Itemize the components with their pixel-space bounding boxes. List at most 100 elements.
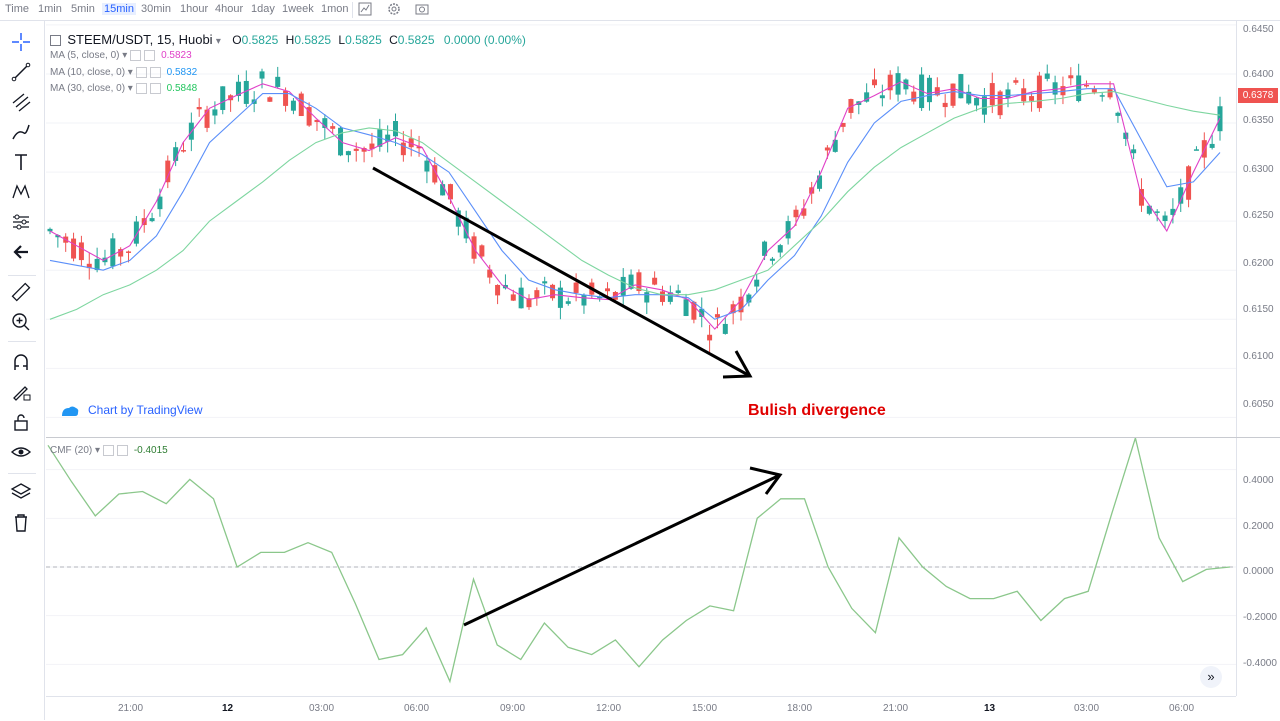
timeframe-4hour[interactable]: 4hour xyxy=(215,3,244,15)
time-tick: 03:00 xyxy=(1074,703,1100,714)
cmf-axis[interactable]: 0.4000 0.2000 0.0000 -0.2000 -0.4000 xyxy=(1236,438,1280,696)
candle-body xyxy=(974,97,980,106)
last-price-label: 0.6378 xyxy=(1238,88,1278,103)
candle-body xyxy=(400,142,406,156)
candle-body xyxy=(840,122,846,127)
timeframe-1mon[interactable]: 1mon xyxy=(321,3,349,15)
drawing-toolbar xyxy=(0,21,45,720)
candle-body xyxy=(534,290,540,299)
candle-body xyxy=(330,126,336,129)
candle-body xyxy=(573,282,579,293)
close-icon[interactable] xyxy=(149,67,161,78)
collapse-icon[interactable] xyxy=(50,35,61,47)
timeframe-30min[interactable]: 30min xyxy=(141,3,171,15)
price-tick: 0.6050 xyxy=(1243,399,1274,410)
prediction-icon[interactable] xyxy=(10,211,32,233)
candle-body xyxy=(699,308,705,317)
pattern-icon[interactable] xyxy=(10,181,32,203)
cmf-tick: 0.0000 xyxy=(1243,566,1274,577)
trend-line-icon[interactable] xyxy=(10,61,32,83)
pitchfork-icon[interactable] xyxy=(10,91,32,113)
candle-body xyxy=(565,301,571,304)
scroll-right-icon[interactable]: » xyxy=(1200,666,1222,688)
timeframe-1week[interactable]: 1week xyxy=(282,3,314,15)
pane-separator[interactable] xyxy=(46,437,1280,438)
candle-body xyxy=(691,301,697,320)
candle-body xyxy=(447,184,453,200)
candle-body xyxy=(1091,88,1097,93)
timeframe-1day[interactable]: 1day xyxy=(251,3,275,15)
timeframe-15min[interactable]: 15min xyxy=(102,3,136,15)
candle-body xyxy=(746,294,752,303)
divergence-annotation: Bulish divergence xyxy=(748,402,886,419)
text-tool-icon[interactable] xyxy=(10,151,32,173)
candle-body xyxy=(408,138,414,148)
brush-icon[interactable] xyxy=(10,121,32,143)
magnet-icon[interactable] xyxy=(10,351,32,373)
ruler-icon[interactable] xyxy=(10,281,32,303)
layers-icon[interactable] xyxy=(10,481,32,503)
screenshot-icon[interactable] xyxy=(415,2,429,16)
settings-icon[interactable] xyxy=(130,50,142,61)
close-icon[interactable] xyxy=(149,83,161,94)
lock-pencil-icon[interactable] xyxy=(10,381,32,403)
cmf-pane[interactable]: CMF (20) ▾ -0.4015 » xyxy=(46,438,1236,696)
candle-body xyxy=(416,146,422,149)
eye-icon[interactable] xyxy=(10,441,32,463)
candle-body xyxy=(848,99,854,113)
unlock-icon[interactable] xyxy=(10,411,32,433)
ma30-value: 0.5848 xyxy=(166,83,198,95)
candle-body xyxy=(1068,75,1074,79)
settings-icon[interactable] xyxy=(135,67,147,78)
candle-body xyxy=(173,147,179,161)
timeframe-time[interactable]: Time xyxy=(5,3,30,15)
price-tick: 0.6350 xyxy=(1243,115,1274,126)
tradingview-watermark[interactable]: Chart by TradingView xyxy=(60,403,203,418)
crosshair-icon[interactable] xyxy=(10,31,32,53)
price-axis[interactable]: 0.6450 0.6400 0.6350 0.6300 0.6250 0.620… xyxy=(1236,20,1280,437)
timeframe-1hour[interactable]: 1hour xyxy=(180,3,209,15)
trash-icon[interactable] xyxy=(10,511,32,533)
candle-body xyxy=(824,147,830,151)
timeframe-5min[interactable]: 5min xyxy=(71,3,95,15)
close-icon[interactable] xyxy=(144,50,156,61)
chart-type-icon[interactable] xyxy=(358,2,372,16)
candle-body xyxy=(769,258,775,261)
ma5-legend: MA (5, close, 0) ▾ 0.5823 xyxy=(50,50,192,62)
candle-body xyxy=(871,79,877,86)
candle-body xyxy=(1193,149,1199,151)
toolbar-divider xyxy=(352,2,353,18)
settings-icon[interactable] xyxy=(103,445,115,456)
candle-body xyxy=(212,109,218,116)
candle-body xyxy=(981,96,987,115)
close-icon[interactable] xyxy=(117,445,129,456)
candle-body xyxy=(495,284,501,296)
candle-body xyxy=(518,287,524,309)
candle-body xyxy=(479,245,485,257)
uptrend-arrow-line xyxy=(463,473,781,627)
settings-gear-icon[interactable] xyxy=(387,2,401,16)
candle-body xyxy=(369,143,375,150)
chevron-down-icon[interactable]: ▾ xyxy=(215,36,221,47)
arrow-back-icon[interactable] xyxy=(10,241,32,263)
candle-body xyxy=(1131,149,1137,154)
time-tick: 12 xyxy=(222,703,234,714)
cmf-tick: 0.2000 xyxy=(1243,521,1274,532)
tradingview-logo-icon xyxy=(62,406,79,416)
timeframe-1min[interactable]: 1min xyxy=(38,3,62,15)
candle-body xyxy=(1005,89,1011,99)
candle-body xyxy=(345,151,351,156)
top-toolbar: Time 1min 5min 15min 30min 1hour 4hour 1… xyxy=(0,0,1280,21)
candle-body xyxy=(180,150,186,152)
settings-icon[interactable] xyxy=(135,83,147,94)
candle-body xyxy=(1146,205,1152,214)
zoom-in-icon[interactable] xyxy=(10,311,32,333)
price-pane[interactable]: STEEM/USDT, 15, Huobi ▾ O0.5825 H0.5825 … xyxy=(46,20,1236,437)
candle-body xyxy=(942,102,948,108)
time-axis[interactable]: 21:00 12 03:00 06:00 09:00 12:00 15:00 1… xyxy=(46,696,1236,721)
ohlc-close: C0.5825 xyxy=(389,33,435,47)
candle-body xyxy=(887,74,893,91)
candle-body xyxy=(361,148,367,152)
time-tick: 12:00 xyxy=(596,703,622,714)
candle-body xyxy=(440,184,446,196)
